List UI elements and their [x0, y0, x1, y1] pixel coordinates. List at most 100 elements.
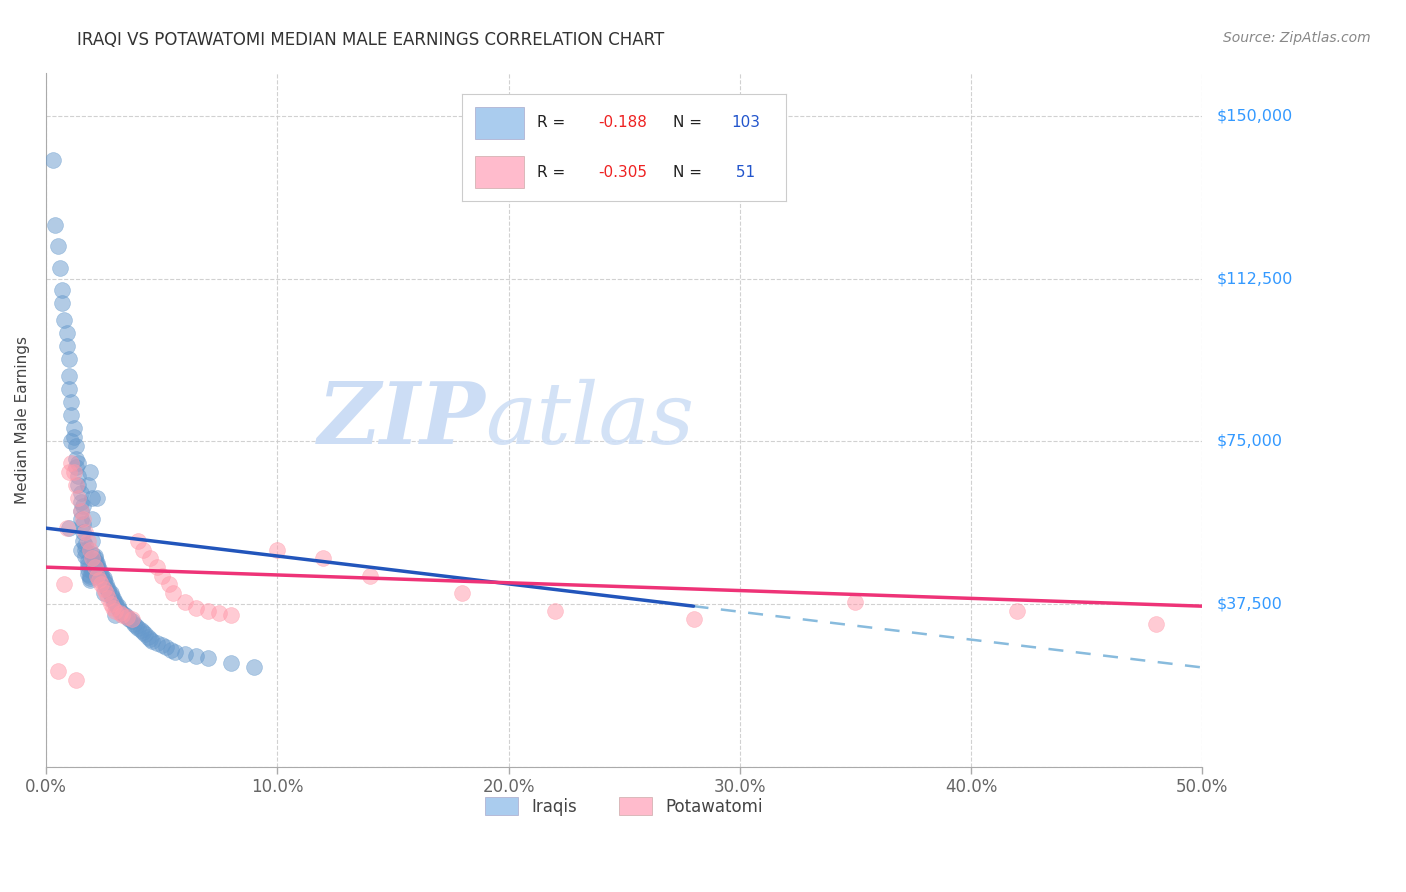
Point [101, 591, 124, 605]
Point [141, 633, 163, 648]
Point [72, 516, 94, 531]
Point [89, 562, 111, 576]
Point [219, 656, 242, 670]
Point [129, 623, 152, 637]
Point [118, 612, 141, 626]
Point [86, 558, 108, 572]
Point [67, 491, 90, 505]
Point [197, 651, 219, 665]
Text: IRAQI VS POTAWATOMI MEDIAN MALE EARNINGS CORRELATION CHART: IRAQI VS POTAWATOMI MEDIAN MALE EARNINGS… [77, 31, 665, 49]
Point [58, 521, 80, 535]
Point [79, 573, 101, 587]
Point [93, 573, 115, 587]
Point [134, 627, 156, 641]
Point [104, 607, 127, 622]
Point [76, 554, 98, 568]
Point [79, 465, 101, 479]
Point [90, 577, 112, 591]
Point [101, 592, 124, 607]
Point [844, 595, 866, 609]
Point [58, 465, 80, 479]
Point [104, 603, 127, 617]
Point [219, 607, 242, 622]
Point [682, 612, 704, 626]
Point [72, 534, 94, 549]
Point [76, 558, 98, 572]
Point [46, 239, 69, 253]
Point [115, 610, 138, 624]
Point [44, 218, 66, 232]
Point [67, 469, 90, 483]
Point [146, 636, 169, 650]
Point [82, 547, 104, 561]
Point [79, 571, 101, 585]
Point [65, 477, 87, 491]
Text: $75,000: $75,000 [1216, 434, 1282, 449]
Point [65, 439, 87, 453]
Point [173, 595, 195, 609]
Point [93, 575, 115, 590]
Point [60, 456, 83, 470]
Point [69, 504, 91, 518]
Point [51, 283, 73, 297]
Point [83, 549, 105, 564]
Point [89, 573, 111, 587]
Point [107, 601, 129, 615]
Text: $37,500: $37,500 [1216, 597, 1282, 612]
Point [100, 597, 122, 611]
Point [76, 477, 98, 491]
Point [75, 525, 97, 540]
Point [155, 640, 177, 655]
Point [451, 586, 474, 600]
Point [127, 534, 149, 549]
Point [58, 383, 80, 397]
Point [72, 500, 94, 514]
Point [72, 525, 94, 540]
Point [97, 591, 120, 605]
Point [157, 577, 180, 591]
Point [69, 486, 91, 500]
Legend: Iraqis, Potawatomi: Iraqis, Potawatomi [477, 789, 772, 824]
Point [108, 603, 131, 617]
Point [162, 586, 184, 600]
Point [75, 549, 97, 564]
Point [56, 326, 79, 340]
Point [100, 586, 122, 600]
Point [544, 603, 567, 617]
Point [86, 569, 108, 583]
Point [72, 512, 94, 526]
Point [266, 542, 288, 557]
Point [53, 313, 76, 327]
Point [139, 551, 162, 566]
Point [53, 577, 76, 591]
Point [62, 421, 84, 435]
Point [93, 582, 115, 596]
Y-axis label: Median Male Earnings: Median Male Earnings [15, 335, 30, 504]
Point [60, 434, 83, 449]
Point [49, 630, 72, 644]
Point [83, 560, 105, 574]
Point [139, 632, 162, 646]
Point [104, 595, 127, 609]
Point [82, 551, 104, 566]
Point [1007, 603, 1029, 617]
Point [69, 504, 91, 518]
Point [1144, 616, 1167, 631]
Point [60, 395, 83, 409]
Point [89, 565, 111, 579]
Point [197, 603, 219, 617]
Point [75, 539, 97, 553]
Point [46, 664, 69, 678]
Point [49, 261, 72, 276]
Point [104, 597, 127, 611]
Point [107, 599, 129, 614]
Point [65, 451, 87, 466]
Point [51, 295, 73, 310]
Point [60, 409, 83, 423]
Point [76, 562, 98, 576]
Point [121, 615, 143, 629]
Point [121, 612, 143, 626]
Text: Source: ZipAtlas.com: Source: ZipAtlas.com [1223, 31, 1371, 45]
Point [65, 460, 87, 475]
Point [136, 630, 159, 644]
